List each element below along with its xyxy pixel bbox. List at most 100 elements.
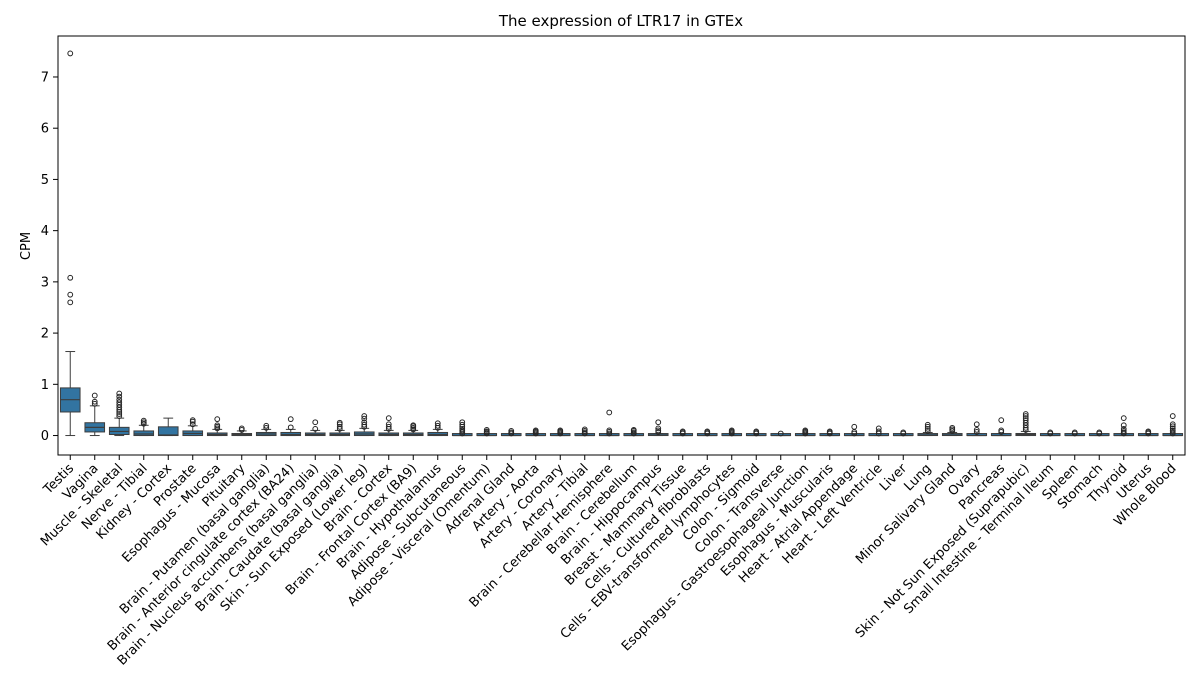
outlier-point <box>1120 422 1127 429</box>
outlier-point <box>116 413 123 419</box>
outlier-point <box>116 396 123 403</box>
y-axis-label: CPM <box>19 232 34 260</box>
outlier-point <box>508 428 515 434</box>
box-40 <box>1039 429 1061 437</box>
outlier-point <box>67 50 74 57</box>
box-44 <box>1137 428 1159 437</box>
outlier-point <box>777 430 784 437</box>
box-28 <box>745 428 767 437</box>
outlier-point <box>802 427 809 434</box>
plot-area <box>59 50 1184 437</box>
outlier-point <box>361 413 368 419</box>
box-5 <box>182 417 204 437</box>
outlier-point <box>1169 413 1176 419</box>
outlier-point <box>189 417 196 424</box>
outlier-point <box>312 425 319 432</box>
box-14 <box>402 422 424 437</box>
box-6 <box>206 416 228 437</box>
outlier-point <box>189 421 196 428</box>
outlier-point <box>361 419 368 426</box>
outlier-point <box>655 419 662 426</box>
outlier-point <box>312 419 319 426</box>
outlier-point <box>459 419 466 426</box>
outlier-point <box>704 428 711 435</box>
chart-title: The expression of LTR17 in GTEx <box>498 12 743 30</box>
y-tick-label: 5 <box>41 173 49 188</box>
box-45 <box>1162 413 1184 437</box>
outlier-point <box>557 427 564 434</box>
box-42 <box>1088 429 1110 437</box>
box-39 <box>1015 411 1037 437</box>
box-1 <box>84 392 106 437</box>
box-19 <box>525 427 547 437</box>
outlier-point <box>900 429 907 436</box>
box-body <box>133 430 155 437</box>
box-3 <box>133 417 155 437</box>
outlier-point <box>655 425 662 432</box>
outlier-point <box>385 423 392 430</box>
outlier-point <box>826 428 833 435</box>
outlier-point <box>679 428 686 435</box>
outlier-point <box>434 422 441 429</box>
outlier-point <box>1071 429 1078 436</box>
outlier-point <box>361 421 368 428</box>
y-tick-label: 4 <box>41 224 49 239</box>
y-tick-label: 6 <box>41 122 49 137</box>
outlier-point <box>753 428 760 435</box>
box-21 <box>574 426 596 437</box>
outlier-point <box>875 428 882 435</box>
outlier-point <box>924 428 931 434</box>
outlier-point <box>973 429 980 435</box>
outlier-point <box>116 393 123 400</box>
outlier-point <box>924 421 931 428</box>
outlier-point <box>1022 417 1029 424</box>
y-tick-label: 1 <box>41 378 49 393</box>
outlier-point <box>140 417 147 424</box>
box-0 <box>59 50 81 437</box>
outlier-point <box>263 422 270 429</box>
outlier-point <box>361 415 368 422</box>
box-8 <box>255 422 277 437</box>
box-2 <box>108 390 130 437</box>
outlier-point <box>434 420 441 427</box>
outlier-point <box>238 425 245 432</box>
outlier-point <box>459 421 466 428</box>
outlier-point <box>655 427 662 434</box>
box-34 <box>892 429 914 437</box>
outlier-point <box>116 390 123 397</box>
outlier-point <box>67 299 74 306</box>
outlier-point <box>1120 428 1127 434</box>
outlier-point <box>1022 411 1029 417</box>
box-16 <box>451 419 473 437</box>
outlier-point <box>1145 428 1152 435</box>
box-37 <box>966 421 988 437</box>
outlier-point <box>1169 423 1176 430</box>
outlier-point <box>459 425 466 432</box>
box-10 <box>304 419 326 437</box>
box-41 <box>1064 429 1086 437</box>
box-11 <box>329 419 351 437</box>
box-30 <box>794 427 816 437</box>
box-27 <box>721 427 743 437</box>
outlier-point <box>1169 421 1176 428</box>
outlier-point <box>973 421 980 428</box>
outlier-point <box>924 423 931 430</box>
outlier-point <box>483 427 490 433</box>
x-tick-label: Liver <box>877 461 911 495</box>
outlier-point <box>287 424 294 431</box>
box-38 <box>990 417 1012 437</box>
box-15 <box>427 420 449 437</box>
outlier-point <box>336 423 343 430</box>
outlier-point <box>1022 413 1029 419</box>
box-43 <box>1113 415 1135 437</box>
box-31 <box>819 428 841 437</box>
box-26 <box>696 428 718 437</box>
outlier-point <box>214 422 221 429</box>
box-33 <box>868 425 890 437</box>
outlier-point <box>998 417 1005 424</box>
outlier-point <box>67 291 74 298</box>
outlier-point <box>385 421 392 428</box>
outlier-point <box>973 427 980 433</box>
box-24 <box>647 419 669 437</box>
